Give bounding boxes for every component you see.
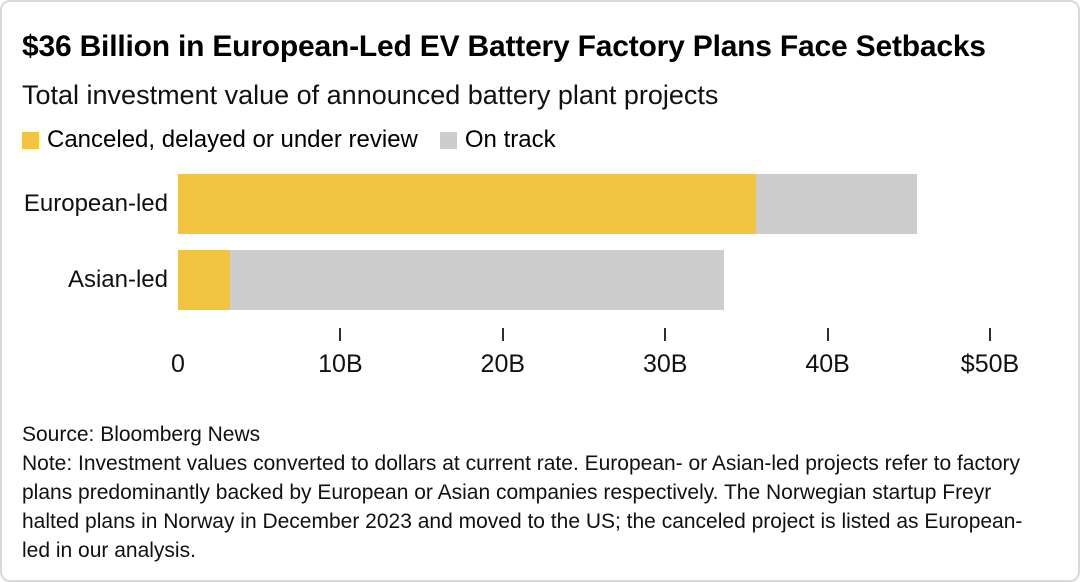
bar-track xyxy=(178,250,990,310)
bar-segment-canceled xyxy=(178,250,230,310)
source-line: Source: Bloomberg News xyxy=(22,423,261,446)
bar-segment-on-track xyxy=(756,174,917,234)
legend: Canceled, delayed or under review On trac… xyxy=(22,126,1058,154)
chart-subtitle: Total investment value of announced batt… xyxy=(22,80,719,110)
legend-item-canceled: Canceled, delayed or under review xyxy=(22,126,418,154)
axis-tick-label: 10B xyxy=(318,350,363,378)
axis-spacer xyxy=(22,326,178,380)
bar-category-label: Asian-led xyxy=(67,266,168,293)
note-text: Note: Investment values converted to dol… xyxy=(22,452,1023,562)
axis-tick-mark xyxy=(501,328,504,341)
axis-tick-label: $50B xyxy=(960,350,1020,378)
axis-tick-mark xyxy=(826,328,829,341)
axis-tick-label: 40B xyxy=(805,350,850,378)
legend-swatch-canceled xyxy=(22,131,39,149)
bar-segment-canceled xyxy=(178,174,757,234)
bar-rows: European-led Asian-led xyxy=(22,174,990,310)
axis-tick-label: 20B xyxy=(480,350,526,378)
axis-tick-label: 0 xyxy=(171,350,185,378)
axis-tick-mark xyxy=(989,328,991,341)
axis-area: 0 10B 20B 30B 40B $50B xyxy=(171,326,1019,380)
bar-chart: European-led Asian-led 0 10B 20B 30B 40B $50B xyxy=(22,174,1058,380)
bar-row: Asian-led xyxy=(22,250,990,310)
axis-tick-mark xyxy=(664,328,667,341)
legend-label: Canceled, delayed or under review xyxy=(47,126,418,153)
axis-tick-label: 30B xyxy=(642,350,688,378)
bar-category-label: European-led xyxy=(23,190,168,217)
legend-item-on-track: On track xyxy=(439,126,556,154)
x-axis: 0 10B 20B 30B 40B $50B xyxy=(22,326,1019,380)
legend-swatch-on-track xyxy=(439,131,457,149)
footer: Source: Bloomberg News Note: Investment … xyxy=(22,420,1058,565)
legend-label: On track xyxy=(464,126,556,153)
bar-row: European-led xyxy=(22,174,990,234)
axis-tick-mark xyxy=(339,328,342,341)
bar-segment-on-track xyxy=(229,250,724,310)
bar-track xyxy=(178,174,990,234)
chart-title: $36 Billion in European-Led EV Battery F… xyxy=(22,30,986,63)
